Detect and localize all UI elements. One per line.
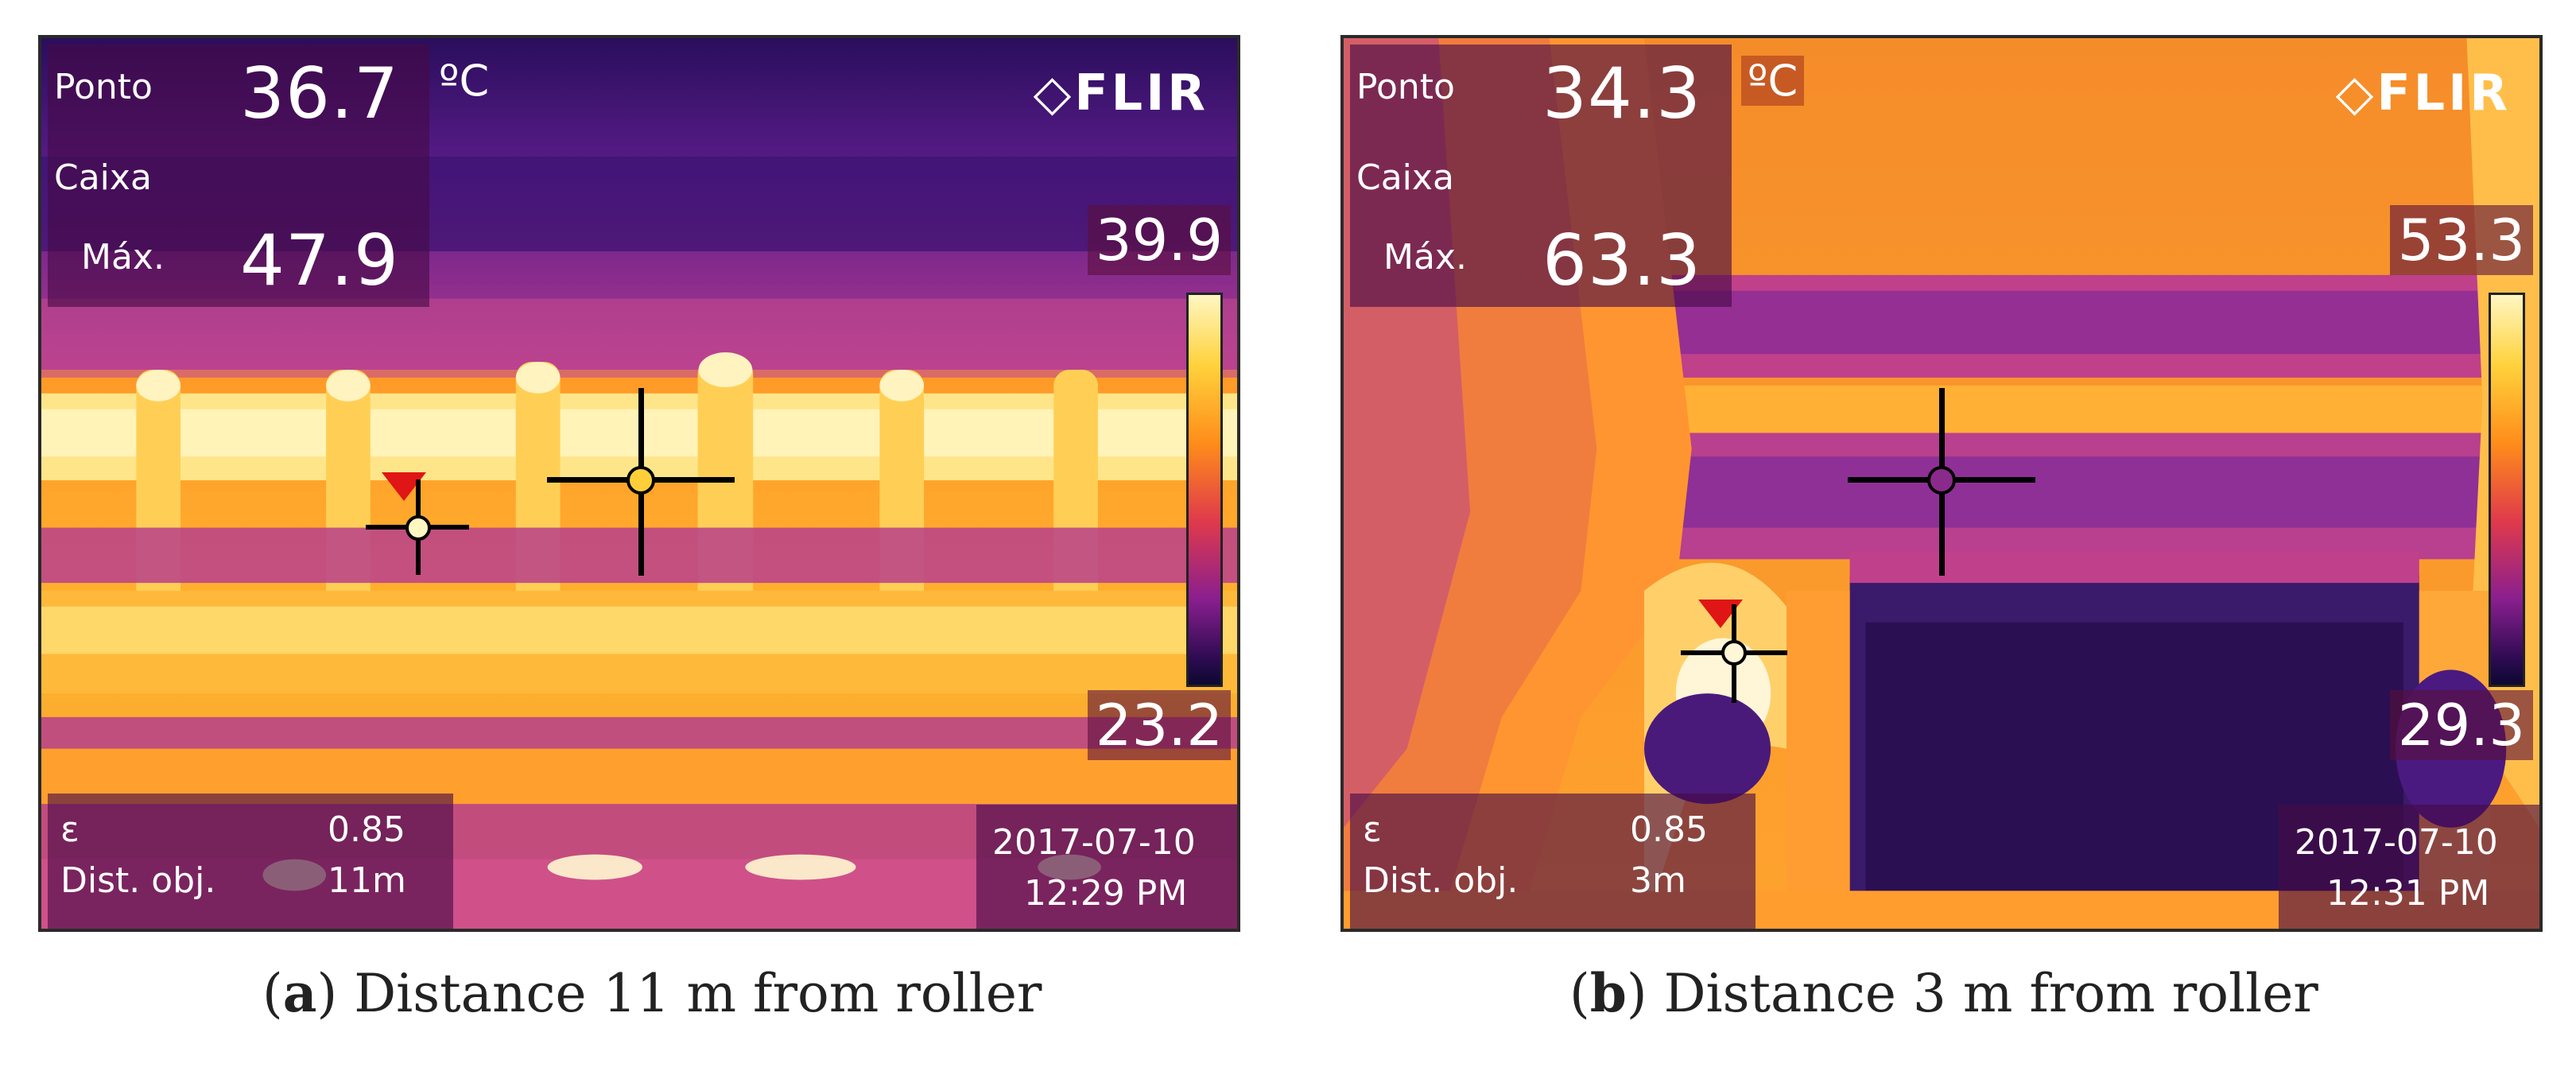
measurement-box xyxy=(48,45,429,307)
capture-date: 2017-07-10 xyxy=(992,822,1196,863)
capture-time: 12:31 PM xyxy=(2326,873,2490,914)
thermal-image-b: Ponto 34.3 ºC Caixa Máx. 63.3 ◇FLIR 53.3… xyxy=(1340,35,2543,932)
caption-b: (b) Distance 3 m from roller xyxy=(1569,962,2318,1024)
max-value: 47.9 xyxy=(240,219,399,301)
box-label: Caixa xyxy=(54,157,152,198)
caption-a: (a) Distance 11 m from roller xyxy=(262,962,1042,1024)
emissivity-value: 0.85 xyxy=(1630,809,1708,850)
spot-label: Ponto xyxy=(1356,67,1455,107)
spot-value: 34.3 xyxy=(1542,52,1701,134)
emissivity-label: ε xyxy=(1363,809,1382,850)
temperature-unit: ºC xyxy=(1741,56,1805,106)
flir-brand-text: FLIR xyxy=(2376,64,2511,122)
max-label: Máx. xyxy=(81,237,165,277)
flir-diamond-icon: ◇ xyxy=(2335,64,2377,122)
info-box xyxy=(48,794,453,929)
timestamp-box xyxy=(976,805,1237,929)
scale-max: 53.3 xyxy=(2389,205,2533,275)
color-scale-bar xyxy=(1186,293,1223,687)
caption-letter: a xyxy=(282,962,317,1024)
scale-min: 23.2 xyxy=(1087,690,1231,760)
color-scale-bar xyxy=(2489,293,2525,687)
caption-text: Distance 11 m from roller xyxy=(354,963,1042,1024)
distance-value: 11m xyxy=(328,860,406,901)
center-crosshair-dot xyxy=(627,466,655,495)
info-box xyxy=(1350,794,1755,929)
capture-time: 12:29 PM xyxy=(1024,873,1188,914)
caption-letter: b xyxy=(1589,962,1627,1024)
flir-logo: ◇FLIR xyxy=(2336,64,2511,122)
max-value: 63.3 xyxy=(1542,219,1701,301)
emissivity-label: ε xyxy=(60,809,80,850)
center-crosshair-dot xyxy=(1927,466,1956,495)
max-label: Máx. xyxy=(1383,237,1467,277)
spot-label: Ponto xyxy=(54,67,153,107)
distance-value: 3m xyxy=(1630,860,1686,901)
flir-logo: ◇FLIR xyxy=(1034,64,1208,122)
temperature-unit: ºC xyxy=(439,56,490,106)
caption-text: Distance 3 m from roller xyxy=(1663,963,2318,1024)
distance-label: Dist. obj. xyxy=(1363,860,1519,901)
scale-max: 39.9 xyxy=(1087,205,1231,275)
timestamp-box xyxy=(2279,805,2539,929)
thermal-image-a: Ponto 36.7 ºC Caixa Máx. 47.9 ◇FLIR 39.9… xyxy=(38,35,1240,932)
scale-min: 29.3 xyxy=(2389,690,2533,760)
flir-diamond-icon: ◇ xyxy=(1033,64,1075,122)
box-label: Caixa xyxy=(1356,157,1454,198)
emissivity-value: 0.85 xyxy=(328,809,405,850)
measurement-box xyxy=(1350,45,1732,307)
hotspot-dot xyxy=(1721,640,1747,666)
flir-brand-text: FLIR xyxy=(1074,64,1208,122)
distance-label: Dist. obj. xyxy=(60,860,216,901)
hotspot-dot xyxy=(405,515,431,541)
capture-date: 2017-07-10 xyxy=(2295,822,2498,863)
spot-value: 36.7 xyxy=(240,52,399,134)
